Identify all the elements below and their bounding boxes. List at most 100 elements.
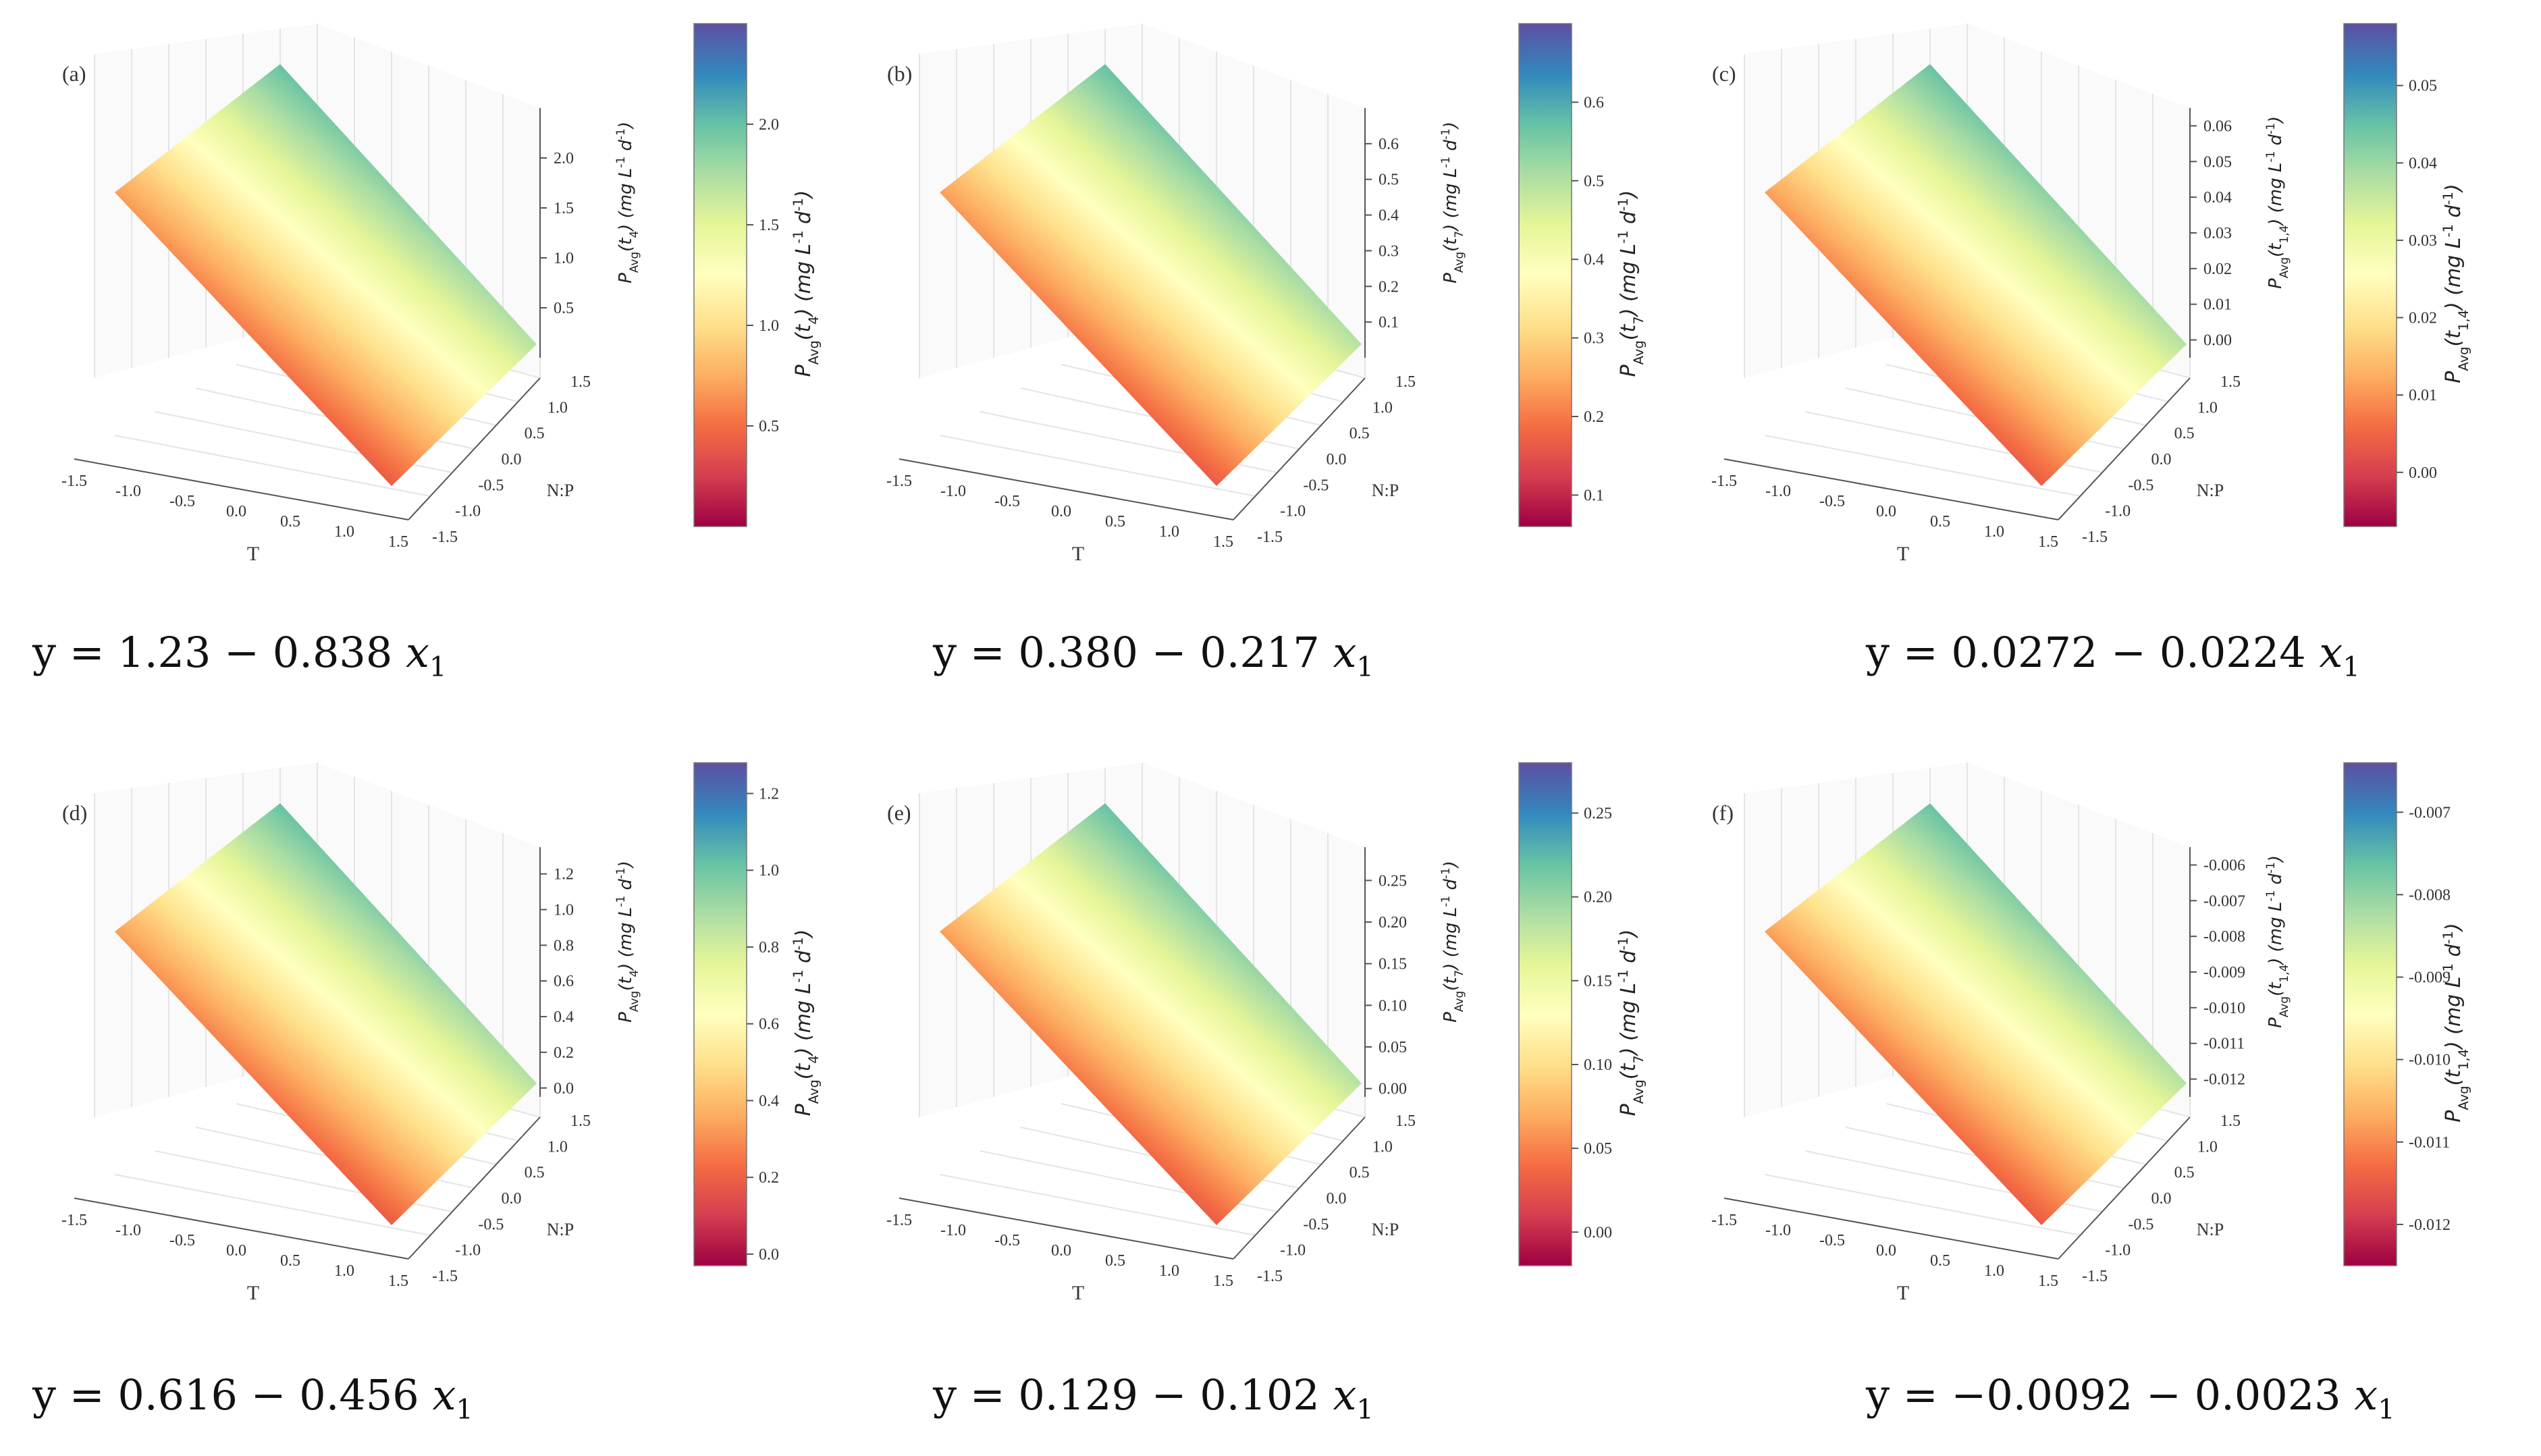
colorbar-tick-e-1: 0.05 — [1584, 1140, 1612, 1158]
chart-panel-f: -1.5 -1.0 -0.5 0.0 0.5 1.0 1.5 T -1.5 -1.0 -0.5 0.0… — [1650, 739, 2496, 1425]
colorbar-tick-c-1: 0.01 — [2409, 387, 2437, 404]
y-tick-b-6: 1.5 — [1395, 373, 1416, 391]
panel-label-b: (b) — [887, 61, 912, 86]
z-tick-b-0: 0.1 — [1379, 314, 1399, 331]
chart-panel-c: -1.5 -1.0 -0.5 0.0 0.5 1.0 1.5 T -1.5 -1.0 -0.5 0.0… — [1650, 0, 2496, 682]
x-tick-b-5: 1.0 — [1159, 523, 1179, 541]
z-tick-e-4: 0.20 — [1379, 914, 1407, 932]
x-tick-b-4: 0.5 — [1105, 513, 1125, 531]
y-tick-f-4: 0.5 — [2174, 1164, 2195, 1182]
equation-b: y = 0.380 − 0.217 x1 — [933, 628, 1374, 683]
z-tick-d-2: 0.4 — [554, 1008, 574, 1026]
z-tick-a-1: 1.0 — [554, 250, 574, 267]
z-tick-d-5: 1.0 — [554, 902, 574, 919]
equation-f: y = −0.0092 − 0.0023 x1 — [1866, 1370, 2395, 1426]
y-tick-c-4: 0.5 — [2174, 425, 2195, 443]
panel-label-d: (d) — [62, 801, 87, 825]
x-tick-a-5: 1.0 — [334, 523, 354, 541]
chart-panel-d: -1.5 -1.0 -0.5 0.0 0.5 1.0 1.5 T -1.5 -1.0 -0.5 0.0… — [0, 739, 847, 1425]
surface-d — [115, 803, 537, 1225]
y-tick-f-5: 1.0 — [2197, 1138, 2218, 1156]
z-tick-d-1: 0.2 — [554, 1044, 574, 1062]
y-tick-c-2: -0.5 — [2128, 477, 2154, 494]
equation-f-text: y = −0.0092 − 0.0023 — [1866, 1370, 2355, 1420]
z-tick-a-3: 2.0 — [554, 150, 574, 167]
colorbar-tick-e-0: 0.00 — [1584, 1224, 1612, 1241]
x-tick-b-0: -1.5 — [886, 473, 912, 490]
surface-e — [940, 803, 1362, 1225]
y-tick-b-5: 1.0 — [1372, 399, 1393, 416]
chart-c-svg: -1.5-1.0-0.50.00.51.01.5T-1.5-1.0-0.50.0… — [1711, 23, 2471, 565]
y-tick-b-1: -1.0 — [1280, 503, 1306, 520]
x-tick-f-4: 0.5 — [1930, 1252, 1950, 1270]
colorbar-tick-d-3: 0.6 — [759, 1016, 779, 1033]
x-tick-b-6: 1.5 — [1213, 533, 1233, 551]
y-tick-c-1: -1.0 — [2105, 503, 2131, 520]
colorbar-f — [2343, 762, 2397, 1266]
x-tick-b-3: 0.0 — [1051, 503, 1071, 520]
z-tick-f-1: -0.011 — [2203, 1035, 2245, 1053]
x-axis-c — [1723, 458, 2059, 520]
x-tick-d-6: 1.5 — [388, 1272, 408, 1290]
x-tick-e-3: 0.0 — [1051, 1242, 1071, 1260]
z-axis-label-c: PAvg(t1,4) (mg L-1 d-1) — [2264, 116, 2291, 289]
colorbar-tick-a-0: 0.5 — [759, 418, 779, 435]
y-tick-a-3: 0.0 — [502, 451, 522, 468]
x-tick-c-2: -0.5 — [1819, 493, 1845, 510]
z-tick-d-3: 0.6 — [554, 973, 574, 990]
z-tick-c-6: 0.06 — [2203, 117, 2232, 135]
colorbar-tick-f-3: -0.009 — [2409, 969, 2451, 987]
y-tick-a-0: -1.5 — [432, 529, 458, 546]
z-tick-c-1: 0.01 — [2203, 296, 2232, 314]
z-tick-c-3: 0.03 — [2203, 225, 2232, 242]
y-tick-a-1: -1.0 — [455, 503, 481, 520]
x-tick-f-1: -1.0 — [1765, 1222, 1791, 1239]
y-axis-label-a: N:P — [547, 481, 574, 500]
y-axis-label-c: N:P — [2197, 481, 2224, 500]
x-tick-e-4: 0.5 — [1105, 1252, 1125, 1270]
y-tick-d-4: 0.5 — [525, 1164, 545, 1182]
colorbar-tick-e-5: 0.25 — [1584, 805, 1612, 823]
y-tick-e-6: 1.5 — [1395, 1112, 1416, 1130]
x-tick-f-6: 1.5 — [2038, 1272, 2058, 1290]
y-tick-e-1: -1.0 — [1280, 1242, 1306, 1260]
y-axis-label-b: N:P — [1372, 481, 1399, 500]
y-tick-f-1: -1.0 — [2105, 1242, 2131, 1260]
x-axis-label-f: T — [1897, 1282, 1909, 1304]
y-tick-a-5: 1.0 — [547, 399, 568, 416]
colorbar-label-b: PAvg(t7) (mg L-1 d-1) — [1615, 190, 1647, 377]
x-tick-d-1: -1.0 — [115, 1222, 141, 1239]
z-tick-f-2: -0.010 — [2203, 1000, 2245, 1017]
z-tick-a-0: 0.5 — [554, 300, 574, 317]
z-tick-e-2: 0.10 — [1379, 997, 1407, 1015]
y-tick-e-2: -0.5 — [1303, 1216, 1329, 1233]
panel-label-e: (e) — [887, 801, 911, 825]
colorbar-tick-a-2: 1.5 — [759, 217, 779, 234]
x-tick-d-3: 0.0 — [226, 1242, 246, 1260]
z-tick-e-1: 0.05 — [1379, 1039, 1407, 1056]
z-tick-b-2: 0.3 — [1379, 242, 1399, 260]
colorbar-tick-f-0: -0.012 — [2409, 1216, 2451, 1234]
colorbar-tick-f-4: -0.008 — [2409, 886, 2451, 904]
colorbar-tick-c-0: 0.00 — [2409, 464, 2437, 482]
x-axis-e — [899, 1197, 1234, 1260]
y-tick-f-3: 0.0 — [2151, 1190, 2172, 1208]
chart-f-svg: -1.5-1.0-0.50.00.51.01.5T-1.5-1.0-0.50.0… — [1711, 762, 2471, 1304]
z-tick-e-5: 0.25 — [1379, 872, 1407, 890]
chart-panel-e: -1.5 -1.0 -0.5 0.0 0.5 1.0 1.5 T -1.5 -1.0 -0.5 0.0… — [825, 739, 1671, 1425]
surface-a — [115, 64, 537, 486]
x-axis-label-a: T — [247, 543, 259, 565]
x-tick-b-2: -0.5 — [994, 493, 1020, 510]
x-tick-a-2: -0.5 — [169, 493, 195, 510]
x-tick-e-1: -1.0 — [940, 1222, 966, 1239]
equation-a-text: y = 1.23 − 0.838 — [32, 628, 406, 677]
x-axis-f — [1723, 1197, 2059, 1260]
x-tick-f-0: -1.5 — [1711, 1212, 1737, 1229]
colorbar-tick-d-5: 1.0 — [759, 862, 779, 880]
chart-panel-a: -1.5 -1.0 -0.5 0.0 0.5 1.0 1.5 T -1.5 -1.0 -0.5 0.0… — [0, 0, 847, 682]
y-tick-a-4: 0.5 — [525, 425, 545, 443]
z-tick-c-0: 0.00 — [2203, 332, 2232, 350]
equation-a: y = 1.23 − 0.838 x1 — [32, 628, 447, 683]
z-tick-b-4: 0.5 — [1379, 171, 1399, 189]
x-tick-a-4: 0.5 — [280, 513, 300, 531]
